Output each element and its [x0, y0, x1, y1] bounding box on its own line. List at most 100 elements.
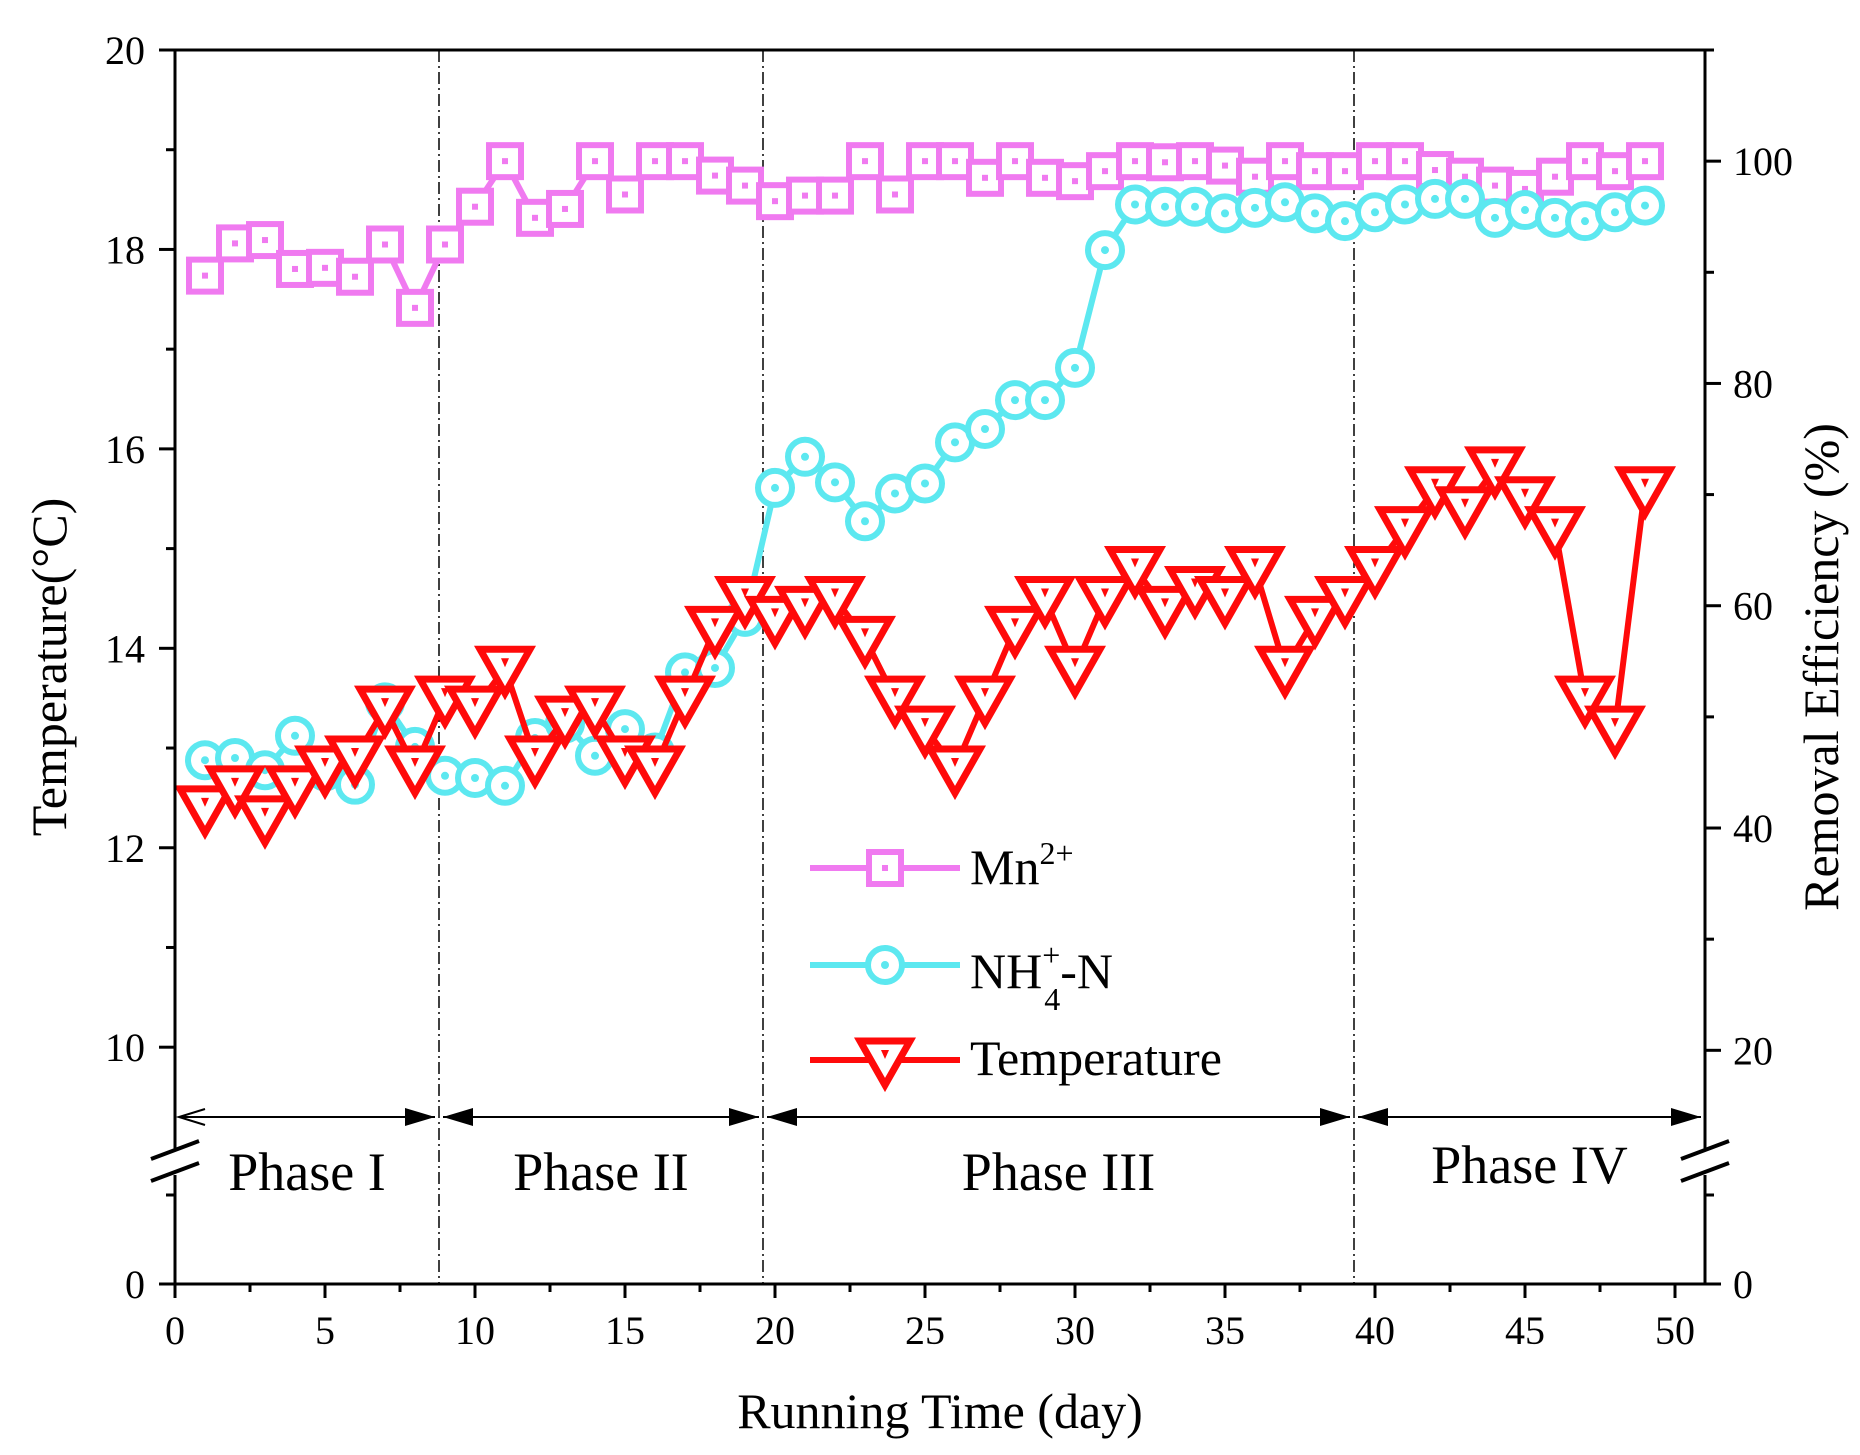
y-left-axis-title: Temperature(°C) [21, 498, 77, 837]
x-axis-title: Running Time (day) [737, 1383, 1143, 1439]
axis-break-mark [150, 1139, 200, 1161]
legend-item-temperature [810, 1037, 960, 1093]
data-point [1523, 506, 1587, 561]
data-point [485, 765, 525, 806]
x-ticks: 0 5 10 15 20 25 30 35 40 45 50 [165, 1284, 1695, 1353]
data-point [785, 436, 825, 477]
phase-arrowhead [767, 1108, 797, 1126]
legend: Mn2+ NH+ 4-N Temperature [810, 835, 1222, 1093]
data-point [576, 142, 614, 181]
data-point [1176, 142, 1214, 181]
data-point [563, 685, 627, 741]
x-tick-label: 15 [605, 1308, 645, 1353]
data-point [546, 189, 584, 228]
legend-label-temperature: Temperature [970, 1030, 1222, 1086]
x-tick-label: 45 [1505, 1308, 1545, 1353]
data-point [1553, 675, 1617, 731]
series-layer [173, 142, 1677, 850]
data-point [815, 462, 855, 503]
data-point [1313, 575, 1377, 631]
data-point [353, 685, 417, 741]
data-point [893, 705, 957, 761]
data-point [1283, 595, 1347, 651]
data-point [1433, 486, 1497, 541]
data-point [1626, 142, 1664, 181]
y-right-tick-label: 100 [1733, 139, 1793, 184]
data-point [966, 158, 1004, 197]
legend-mn-name: Mn [970, 839, 1039, 895]
legend-nh4-suffix: -N [1060, 943, 1113, 999]
data-point [275, 715, 315, 756]
data-point [953, 675, 1017, 731]
legend-nh4-subscript: 4 [1044, 981, 1060, 1017]
phase-arrowhead [405, 1108, 435, 1126]
data-point [293, 745, 357, 801]
data-point [306, 248, 344, 287]
data-point [923, 745, 987, 801]
phase-arrowhead [1671, 1108, 1701, 1126]
phase-label: Phase II [513, 1142, 688, 1202]
y-left-tick-label: 10 [105, 1025, 145, 1070]
data-point [1193, 575, 1257, 631]
x-tick-label: 30 [1055, 1308, 1095, 1353]
data-point [1073, 575, 1137, 631]
data-point [1055, 347, 1095, 388]
axis-break-mark [150, 1161, 200, 1183]
legend-marker [865, 945, 905, 985]
x-tick-label: 5 [315, 1308, 335, 1353]
x-tick-label: 25 [905, 1308, 945, 1353]
data-point [1133, 585, 1197, 641]
data-point [803, 575, 867, 631]
data-point [426, 225, 464, 264]
data-point [1356, 142, 1394, 181]
y-left-tick-label: 12 [105, 826, 145, 871]
legend-marker [853, 1037, 917, 1093]
plot-frame [173, 48, 1707, 1286]
phase-label: Phase IV [1431, 1135, 1627, 1195]
data-point [456, 187, 494, 226]
data-point [683, 605, 747, 661]
phase-label: Phase I [228, 1142, 385, 1202]
data-point [503, 735, 567, 791]
data-point [1296, 152, 1334, 191]
data-point [1103, 546, 1167, 601]
legend-item-mn [810, 849, 960, 887]
series-triangle-down [173, 446, 1677, 850]
x-tick-label: 0 [165, 1308, 185, 1353]
data-point [1595, 192, 1635, 233]
data-point [1583, 705, 1647, 761]
data-point [1373, 506, 1437, 561]
phase-lines [438, 50, 1355, 1284]
data-point [743, 595, 807, 651]
y-right-tick-label: 40 [1733, 806, 1773, 851]
data-point [1445, 178, 1485, 219]
data-point [1266, 142, 1304, 181]
data-point [443, 685, 507, 741]
data-point [1043, 645, 1107, 701]
y-left-tick-label: 14 [105, 626, 145, 671]
y-left-tick-label: 0 [125, 1262, 145, 1307]
axis-break-mark [1680, 1139, 1730, 1161]
phase-arrowhead [1358, 1108, 1388, 1126]
data-point [1463, 446, 1527, 501]
data-point [336, 257, 374, 296]
legend-mn-superscript: 2+ [1039, 835, 1073, 871]
data-point [173, 785, 237, 840]
axis-break-mark [1680, 1161, 1730, 1183]
data-point [653, 675, 717, 731]
y-left-tick-label: 16 [105, 427, 145, 472]
phase-labels: Phase I Phase II Phase III Phase IV [228, 1135, 1627, 1202]
y-right-tick-label: 80 [1733, 361, 1773, 406]
data-point [876, 175, 914, 214]
data-point [636, 142, 674, 181]
data-point [473, 645, 537, 701]
data-point [1625, 185, 1665, 226]
x-tick-label: 35 [1205, 1308, 1245, 1353]
y-right-tick-label: 20 [1733, 1028, 1773, 1073]
data-point [965, 409, 1005, 450]
data-point [845, 501, 885, 542]
data-point [366, 225, 404, 264]
y-left-tick-label: 18 [105, 227, 145, 272]
y-right-axis-title: Removal Efficiency (%) [1793, 423, 1849, 911]
data-point [606, 175, 644, 214]
